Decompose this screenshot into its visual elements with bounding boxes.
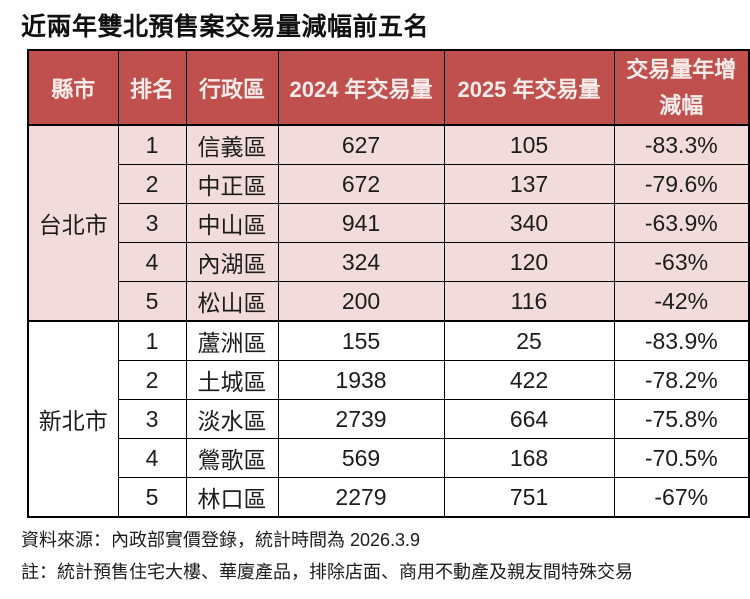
volume-2024-cell: 324 bbox=[277, 242, 445, 282]
col-header-yoy-change: 交易量年增 減幅 bbox=[613, 49, 750, 126]
col-header-rank: 排名 bbox=[117, 49, 187, 126]
volume-2024-cell: 155 bbox=[277, 320, 445, 361]
table-row-taipei-5: 5 松山區 200 116 -42% bbox=[28, 281, 750, 322]
rank-cell: 5 bbox=[117, 477, 187, 518]
volume-2025-cell: 137 bbox=[443, 164, 615, 204]
col-header-yoy-change-line1: 交易量年增 bbox=[626, 57, 737, 83]
volume-2024-cell: 941 bbox=[277, 203, 445, 243]
volume-2024-cell: 2279 bbox=[277, 477, 445, 518]
col-header-city: 縣市 bbox=[27, 49, 119, 126]
change-cell: -63% bbox=[613, 242, 750, 282]
district-cell: 中正區 bbox=[185, 164, 279, 204]
volume-2025-cell: 168 bbox=[443, 438, 615, 478]
volume-2024-cell: 1938 bbox=[277, 360, 445, 400]
header-row: 縣市 排名 行政區 2024 年交易量 2025 年交易量 交易量年增 減幅 bbox=[27, 49, 750, 126]
change-cell: -78.2% bbox=[613, 360, 750, 400]
volume-2025-cell: 751 bbox=[443, 477, 615, 518]
change-cell: -79.6% bbox=[613, 164, 750, 204]
table-row-newtaipei-3: 3 淡水區 2739 664 -75.8% bbox=[28, 399, 750, 439]
district-cell: 蘆洲區 bbox=[185, 320, 279, 361]
page-title: 近兩年雙北預售案交易量減幅前五名 bbox=[21, 13, 430, 41]
change-cell: -70.5% bbox=[613, 438, 750, 478]
volume-2024-cell: 2739 bbox=[277, 399, 445, 439]
volume-2025-cell: 105 bbox=[443, 124, 615, 165]
footnotes: 資料來源：內政部實價登錄，統計時間為 2026.3.9 註：統計預售住宅大樓、華… bbox=[21, 524, 633, 588]
table-row-taipei-2: 2 中正區 672 137 -79.6% bbox=[28, 164, 750, 204]
change-cell: -42% bbox=[613, 281, 750, 322]
district-cell: 土城區 bbox=[185, 360, 279, 400]
volume-2024-cell: 569 bbox=[277, 438, 445, 478]
volume-2025-cell: 422 bbox=[443, 360, 615, 400]
col-header-yoy-change-line2: 減幅 bbox=[659, 92, 704, 118]
volume-2024-cell: 672 bbox=[277, 164, 445, 204]
col-header-2024-volume: 2024 年交易量 bbox=[277, 49, 445, 126]
table-row-taipei-1: 台北市 1 信義區 627 105 -83.3% bbox=[27, 124, 750, 322]
table-row-newtaipei-5: 5 林口區 2279 751 -67% bbox=[28, 477, 750, 518]
district-cell: 松山區 bbox=[185, 281, 279, 322]
volume-2025-cell: 340 bbox=[443, 203, 615, 243]
city-cell-new-taipei: 新北市 bbox=[27, 320, 119, 518]
district-cell: 淡水區 bbox=[185, 399, 279, 439]
rank-cell: 5 bbox=[117, 281, 187, 322]
method-note: 註：統計預售住宅大樓、華廈產品，排除店面、商用不動產及親友間特殊交易 bbox=[21, 562, 633, 582]
change-cell: -75.8% bbox=[613, 399, 750, 439]
rank-cell: 4 bbox=[117, 242, 187, 282]
col-header-2025-volume: 2025 年交易量 bbox=[443, 49, 615, 126]
city-cell-taipei: 台北市 bbox=[27, 124, 119, 322]
rank-cell: 2 bbox=[117, 164, 187, 204]
rank-cell: 3 bbox=[117, 203, 187, 243]
volume-2024-cell: 200 bbox=[277, 281, 445, 322]
district-cell: 中山區 bbox=[185, 203, 279, 243]
table-row-taipei-3: 3 中山區 941 340 -63.9% bbox=[28, 203, 750, 243]
col-header-district: 行政區 bbox=[185, 49, 279, 126]
table-row-newtaipei-1: 新北市 1 蘆洲區 155 25 -83.9% bbox=[27, 320, 750, 518]
change-cell: -63.9% bbox=[613, 203, 750, 243]
volume-2025-cell: 116 bbox=[443, 281, 615, 322]
change-cell: -83.3% bbox=[613, 124, 750, 165]
change-cell: -67% bbox=[613, 477, 750, 518]
rank-cell: 1 bbox=[117, 320, 187, 361]
rank-cell: 1 bbox=[117, 124, 187, 165]
rank-cell: 4 bbox=[117, 438, 187, 478]
source-note: 資料來源：內政部實價登錄，統計時間為 2026.3.9 bbox=[21, 530, 421, 550]
rank-cell: 2 bbox=[117, 360, 187, 400]
district-cell: 林口區 bbox=[185, 477, 279, 518]
presale-volume-table: 縣市 排名 行政區 2024 年交易量 2025 年交易量 交易量年增 減幅 台… bbox=[27, 49, 750, 518]
volume-2025-cell: 664 bbox=[443, 399, 615, 439]
volume-2025-cell: 120 bbox=[443, 242, 615, 282]
table-row-newtaipei-2: 2 土城區 1938 422 -78.2% bbox=[28, 360, 750, 400]
volume-2025-cell: 25 bbox=[443, 320, 615, 361]
volume-2024-cell: 627 bbox=[277, 124, 445, 165]
district-cell: 鶯歌區 bbox=[185, 438, 279, 478]
table-row-taipei-4: 4 內湖區 324 120 -63% bbox=[28, 242, 750, 282]
rank-cell: 3 bbox=[117, 399, 187, 439]
change-cell: -83.9% bbox=[613, 320, 750, 361]
table-row-newtaipei-4: 4 鶯歌區 569 168 -70.5% bbox=[28, 438, 750, 478]
district-cell: 信義區 bbox=[185, 124, 279, 165]
district-cell: 內湖區 bbox=[185, 242, 279, 282]
